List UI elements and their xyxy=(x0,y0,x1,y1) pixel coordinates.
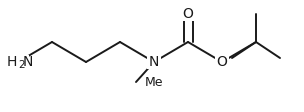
Text: H: H xyxy=(7,55,17,69)
Text: O: O xyxy=(216,55,227,69)
Text: N: N xyxy=(149,55,159,69)
Bar xyxy=(147,55,161,69)
Bar xyxy=(143,76,165,88)
Bar xyxy=(181,7,195,21)
Text: N: N xyxy=(23,55,33,69)
Text: Me: Me xyxy=(145,75,163,88)
Text: 2: 2 xyxy=(19,59,25,70)
Bar xyxy=(0,55,29,69)
Bar xyxy=(215,55,229,69)
Text: O: O xyxy=(183,7,193,21)
